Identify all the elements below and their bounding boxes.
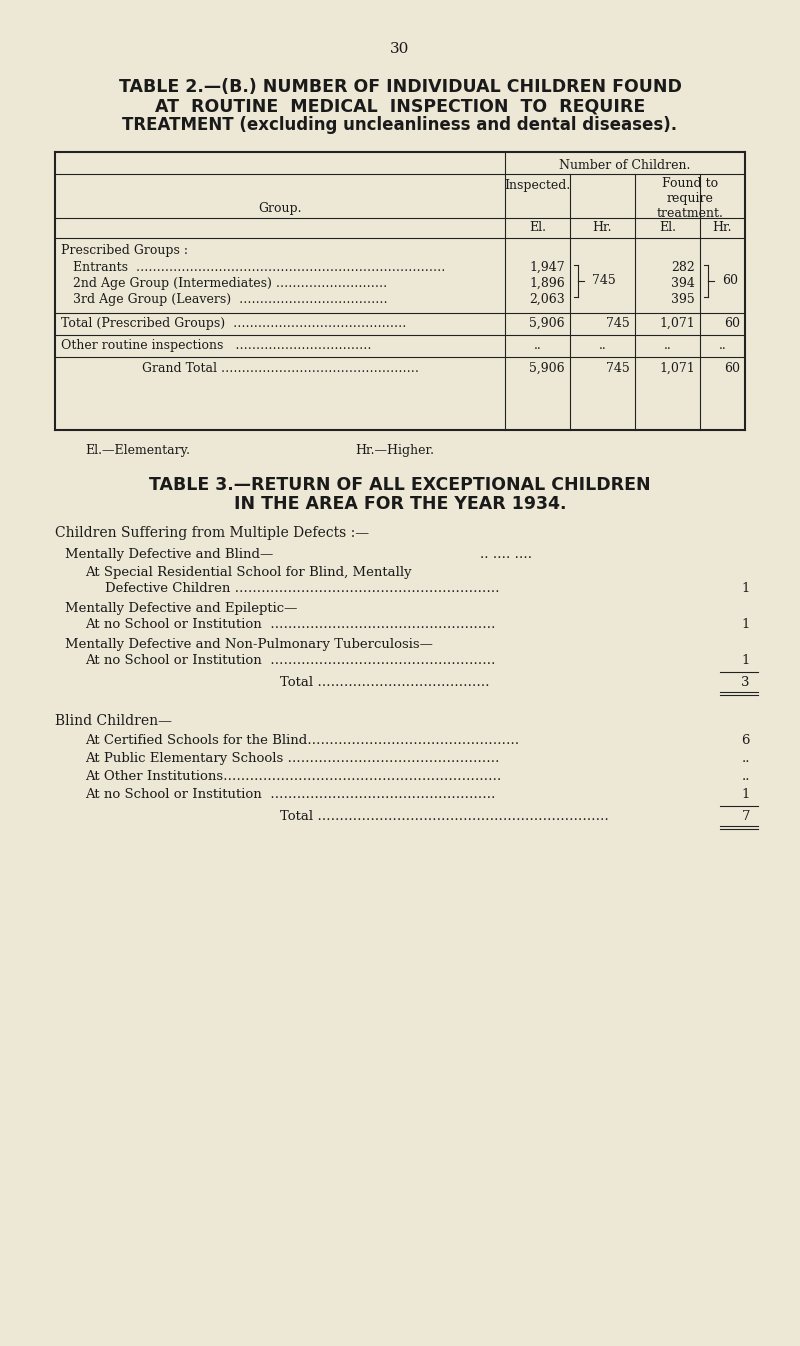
Text: At Other Institutions………………………………………………………: At Other Institutions……………………………………………………: [85, 770, 502, 783]
Text: Hr.: Hr.: [593, 221, 612, 234]
Text: 3: 3: [742, 676, 750, 689]
Text: 1,896: 1,896: [530, 277, 565, 289]
Text: 745: 745: [592, 275, 616, 288]
Text: 1,947: 1,947: [530, 261, 565, 275]
Text: At no School or Institution  ……………………………………………: At no School or Institution …………………………………: [85, 787, 495, 801]
Text: 3rd Age Group (Leavers)  ………………………………: 3rd Age Group (Leavers) ………………………………: [73, 293, 388, 306]
Text: 60: 60: [722, 275, 738, 288]
Text: Hr.—Higher.: Hr.—Higher.: [355, 444, 434, 458]
Text: 2nd Age Group (Intermediates) ………………………: 2nd Age Group (Intermediates) ………………………: [73, 277, 387, 289]
Text: Blind Children—: Blind Children—: [55, 713, 172, 728]
Text: Defective Children ……………………………………………………: Defective Children ……………………………………………………: [105, 581, 500, 595]
Text: 5,906: 5,906: [530, 318, 565, 330]
Text: 60: 60: [724, 362, 740, 376]
Text: At no School or Institution  ……………………………………………: At no School or Institution …………………………………: [85, 654, 495, 668]
Text: ..: ..: [742, 770, 750, 783]
Text: AT  ROUTINE  MEDICAL  INSPECTION  TO  REQUIRE: AT ROUTINE MEDICAL INSPECTION TO REQUIRE: [155, 97, 645, 114]
Text: 1: 1: [742, 654, 750, 668]
Text: 1: 1: [742, 581, 750, 595]
Text: Other routine inspections   ……………………………: Other routine inspections ……………………………: [61, 339, 371, 353]
Text: Grand Total …………………………………………: Grand Total …………………………………………: [142, 362, 418, 376]
Text: 5,906: 5,906: [530, 362, 565, 376]
Text: El.—Elementary.: El.—Elementary.: [85, 444, 190, 458]
Text: .. …. ….: .. …. ….: [480, 548, 532, 561]
Text: 395: 395: [671, 293, 695, 306]
Text: At Special Residential School for Blind, Mentally: At Special Residential School for Blind,…: [85, 567, 412, 579]
Text: Mentally Defective and Non-Pulmonary Tuberculosis—: Mentally Defective and Non-Pulmonary Tub…: [65, 638, 433, 651]
Text: ..: ..: [534, 339, 542, 353]
Text: ..: ..: [718, 339, 726, 353]
Text: 1: 1: [742, 787, 750, 801]
Text: Mentally Defective and Epileptic—: Mentally Defective and Epileptic—: [65, 602, 298, 615]
Text: Hr.: Hr.: [713, 221, 732, 234]
Text: ..: ..: [742, 752, 750, 765]
Text: Total …………………………………: Total …………………………………: [280, 676, 490, 689]
Text: 7: 7: [742, 810, 750, 822]
Text: Number of Children.: Number of Children.: [559, 159, 690, 172]
Text: Found to
require
treatment.: Found to require treatment.: [657, 178, 723, 219]
Text: El.: El.: [529, 221, 546, 234]
Text: At no School or Institution  ……………………………………………: At no School or Institution …………………………………: [85, 618, 495, 631]
Text: 60: 60: [724, 318, 740, 330]
Text: 745: 745: [606, 362, 630, 376]
Text: 394: 394: [671, 277, 695, 289]
Text: At Certified Schools for the Blind…………………………………………: At Certified Schools for the Blind…………………: [85, 734, 519, 747]
Text: Prescribed Groups :: Prescribed Groups :: [61, 244, 188, 257]
Text: 30: 30: [390, 42, 410, 57]
Text: ..: ..: [598, 339, 606, 353]
Text: Inspected.: Inspected.: [504, 179, 570, 192]
Text: Mentally Defective and Blind—: Mentally Defective and Blind—: [65, 548, 274, 561]
Text: 1,071: 1,071: [659, 362, 695, 376]
Text: Total (Prescribed Groups)  ……………………………………: Total (Prescribed Groups) ……………………………………: [61, 318, 406, 330]
Text: 2,063: 2,063: [530, 293, 565, 306]
Text: Total …………………………………………………………: Total …………………………………………………………: [280, 810, 609, 822]
Text: TABLE 3.—RETURN OF ALL EXCEPTIONAL CHILDREN: TABLE 3.—RETURN OF ALL EXCEPTIONAL CHILD…: [149, 476, 651, 494]
Text: TABLE 2.—(B.) NUMBER OF INDIVIDUAL CHILDREN FOUND: TABLE 2.—(B.) NUMBER OF INDIVIDUAL CHILD…: [118, 78, 682, 96]
Text: TREATMENT (excluding uncleanliness and dental diseases).: TREATMENT (excluding uncleanliness and d…: [122, 116, 678, 135]
Text: El.: El.: [659, 221, 676, 234]
Text: ..: ..: [664, 339, 671, 353]
Text: 1: 1: [742, 618, 750, 631]
Text: Group.: Group.: [258, 202, 302, 215]
Text: Entrants  …………………………………………………………………: Entrants …………………………………………………………………: [73, 261, 446, 275]
Text: At Public Elementary Schools …………………………………………: At Public Elementary Schools ………………………………: [85, 752, 499, 765]
Text: 282: 282: [671, 261, 695, 275]
Text: 6: 6: [742, 734, 750, 747]
Text: 1,071: 1,071: [659, 318, 695, 330]
Text: Children Suffering from Multiple Defects :—: Children Suffering from Multiple Defects…: [55, 526, 369, 540]
Text: 745: 745: [606, 318, 630, 330]
Text: IN THE AREA FOR THE YEAR 1934.: IN THE AREA FOR THE YEAR 1934.: [234, 495, 566, 513]
